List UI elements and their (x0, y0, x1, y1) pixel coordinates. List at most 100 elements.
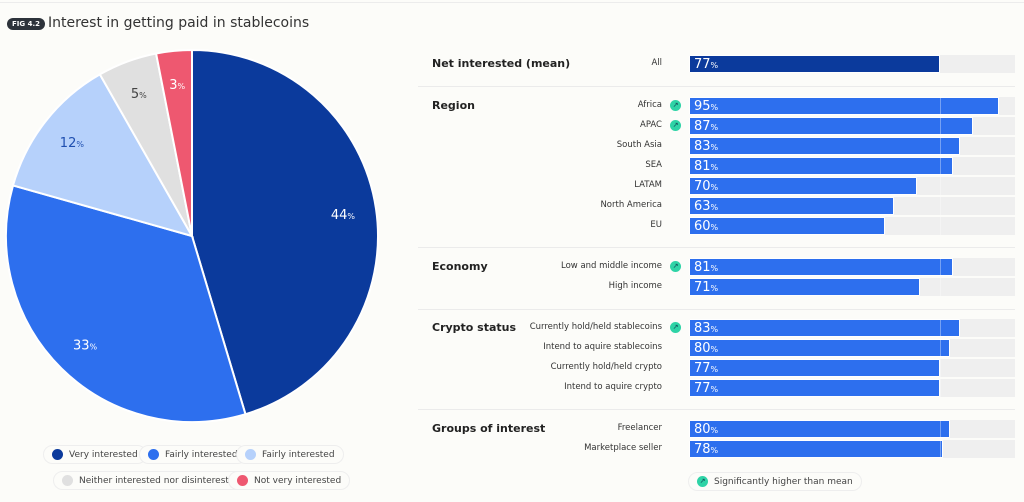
bar-row: Freelancer 80% (418, 419, 1015, 439)
bar: 63% (689, 197, 895, 215)
mean-line (940, 359, 942, 377)
bar: 81% (689, 157, 954, 175)
arrow-up-right-icon: ↗ (670, 120, 681, 131)
mean-line (940, 339, 942, 357)
pie-slice-label: 44% (331, 208, 356, 223)
mean-line (940, 97, 942, 115)
mean-line (940, 177, 942, 195)
bar-label: SEA (645, 160, 662, 170)
bar-value: 81% (694, 260, 719, 275)
bar-value: 77% (694, 361, 719, 376)
legend-label: Fairly interested (262, 449, 335, 460)
bar-label: APAC (640, 120, 662, 130)
arrow-up-right-icon: ↗ (697, 476, 708, 487)
bar-label: North America (600, 200, 662, 210)
section-label: Groups of interest (432, 422, 546, 435)
bar-track: 77% (689, 359, 1015, 377)
bar-label: Intend to aquire stablecoins (543, 342, 662, 352)
chart-title: Interest in getting paid in stablecoins (48, 15, 310, 31)
mean-line (940, 379, 942, 397)
bar-value: 60% (694, 219, 719, 234)
bar-track: 63% (689, 197, 1015, 215)
significance-note-text: Significantly higher than mean (714, 476, 853, 487)
mean-line (940, 217, 942, 235)
section-label: Crypto status (432, 321, 517, 334)
legend-label: Not very interested (254, 475, 342, 486)
top-divider (0, 2, 1024, 3)
legend-swatch (148, 449, 159, 460)
arrow-up-right-icon: ↗ (670, 261, 681, 272)
legend-item: Not very interested (228, 471, 351, 490)
bar-track: 77% (689, 379, 1015, 397)
legend-item: Neither interested nor disinterested (53, 471, 250, 490)
bar-row: EU 60% (418, 216, 1015, 236)
bar-row: All 77% (418, 54, 1015, 74)
bar-track: 95% (689, 97, 1015, 115)
bar: 83% (689, 319, 960, 337)
bar-value: 63% (694, 199, 719, 214)
bar-track: 83% (689, 319, 1015, 337)
bar-value: 87% (694, 119, 719, 134)
bar-track: 80% (689, 339, 1015, 357)
bar: 83% (689, 137, 960, 155)
bar-track: 83% (689, 137, 1015, 155)
bar-row: Currently hold/held crypto 77% (418, 358, 1015, 378)
bar-row: APAC ↗ 87% (418, 116, 1015, 136)
bar-row: South Asia 83% (418, 136, 1015, 156)
pie-slice (5, 184, 247, 423)
bar-row: Low and middle income ↗ 81% (418, 257, 1015, 277)
pie-slice-label: 12% (60, 136, 85, 151)
section-label: Economy (432, 260, 488, 273)
bar: 81% (689, 258, 954, 276)
pie-slice-label: 5% (131, 87, 147, 102)
bar-row: Intend to aquire crypto 77% (418, 378, 1015, 398)
bar-track: 87% (689, 117, 1015, 135)
bar-value: 71% (694, 280, 719, 295)
bar-row: SEA 81% (418, 156, 1015, 176)
bar-label: Freelancer (617, 423, 662, 433)
mean-line (940, 420, 942, 438)
bar: 77% (689, 379, 941, 397)
bar-value: 80% (694, 422, 719, 437)
bar: 60% (689, 217, 885, 235)
mean-line (940, 278, 942, 296)
mean-line (940, 319, 942, 337)
bar-row: LATAM 70% (418, 176, 1015, 196)
bar-label: Currently hold/held crypto (550, 362, 662, 372)
pie-slice-label: 3% (169, 78, 185, 93)
bar-track: 78% (689, 440, 1015, 458)
bar-row: Currently hold/held stablecoins ↗ 83% (418, 318, 1015, 338)
bar-label: Currently hold/held stablecoins (529, 322, 662, 332)
bar-row: Africa ↗ 95% (418, 96, 1015, 116)
bar-label: South Asia (616, 140, 662, 150)
pie-chart: 44% 33% 12% 5% 3% (5, 48, 379, 423)
mean-line (940, 197, 942, 215)
bar-value: 78% (694, 442, 719, 457)
bar-value: 70% (694, 179, 719, 194)
bar-track: 60% (689, 217, 1015, 235)
section-label: Region (432, 99, 475, 112)
bar: 95% (689, 97, 999, 115)
bar-row: Intend to aquire stablecoins 80% (418, 338, 1015, 358)
legend-item: Fairly interested (139, 445, 247, 464)
bar-value: 77% (694, 57, 719, 72)
pie-slice-label: 33% (73, 339, 98, 354)
section-divider (418, 409, 1015, 410)
bar-label: Low and middle income (561, 261, 662, 271)
section-divider (418, 309, 1015, 310)
pie-slice (11, 73, 195, 238)
bar: 78% (689, 440, 944, 458)
section-label: Net interested (mean) (432, 57, 571, 70)
section-divider (418, 86, 1015, 87)
bar-track: 71% (689, 278, 1015, 296)
legend-label: Neither interested nor disinterested (79, 475, 241, 486)
bar-label: Marketplace seller (584, 443, 662, 453)
bar-track: 81% (689, 258, 1015, 276)
bar-track: 70% (689, 177, 1015, 195)
mean-line (940, 137, 942, 155)
bar-label: All (651, 58, 662, 68)
bar-value: 77% (694, 381, 719, 396)
bar-row: North America 63% (418, 196, 1015, 216)
figure-badge: FIG 4.2 (7, 18, 45, 30)
arrow-up-right-icon: ↗ (670, 100, 681, 111)
